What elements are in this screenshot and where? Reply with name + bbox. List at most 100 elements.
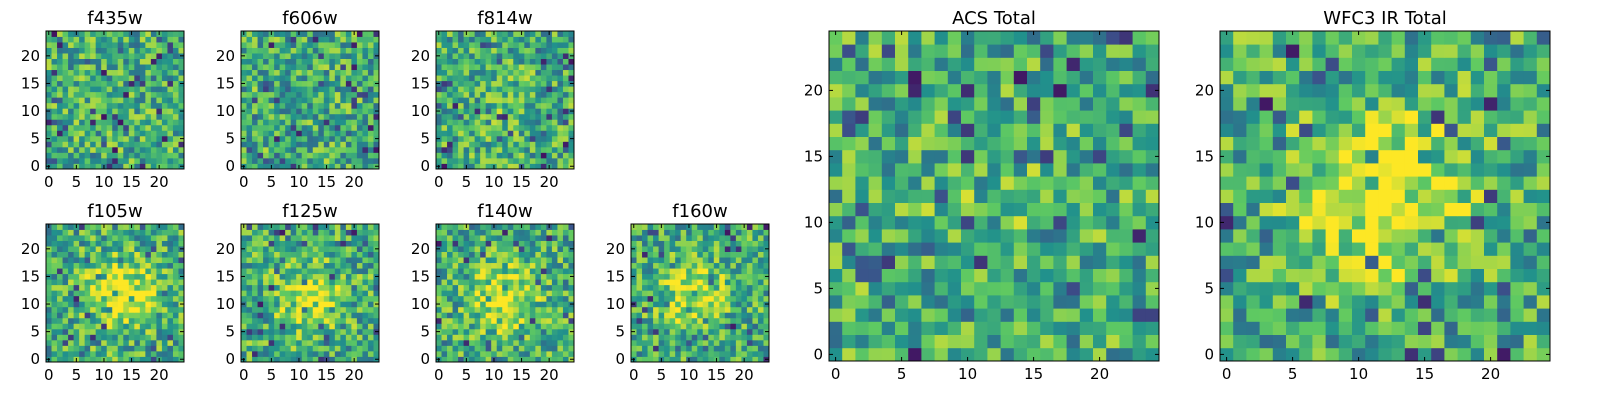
- f814w-cell: [519, 136, 525, 142]
- f435w-cell: [68, 108, 74, 114]
- f140w-cell: [552, 263, 558, 269]
- f125w-cell: [274, 274, 280, 280]
- f606w-cell: [252, 125, 258, 131]
- f105w-cell: [162, 340, 168, 346]
- f140w-cell: [524, 241, 530, 247]
- f105w-cell: [52, 274, 58, 280]
- f606w-cell: [335, 114, 341, 120]
- f140w-cell: [480, 263, 486, 269]
- f606w-cell: [318, 141, 324, 147]
- f435w-cell: [68, 147, 74, 153]
- f606w-ytick-label: 5: [225, 130, 235, 148]
- f160w-cell: [642, 290, 648, 296]
- f160w-cell: [670, 241, 676, 247]
- f105w-cell: [167, 285, 173, 291]
- f105w-cell: [79, 246, 85, 252]
- f606w-cell: [258, 81, 264, 87]
- f435w-cell: [140, 42, 146, 48]
- f125w-cell: [252, 274, 258, 280]
- f140w-cell: [436, 312, 442, 318]
- f105w-cell: [151, 246, 157, 252]
- f140w-cell: [491, 329, 497, 335]
- f140w-cell: [535, 301, 541, 307]
- f435w-cell: [101, 130, 107, 136]
- f435w-cell: [123, 86, 129, 92]
- f140w-cell: [552, 257, 558, 263]
- f814w-cell: [563, 64, 569, 70]
- f105w-cell: [151, 285, 157, 291]
- f105w-cell: [118, 257, 124, 263]
- f814w-ytick-label: 10: [411, 102, 430, 120]
- f606w-cell: [357, 37, 363, 43]
- f105w-cell: [101, 329, 107, 335]
- f140w-cell: [541, 323, 547, 329]
- f125w-cell: [324, 345, 330, 351]
- f814w-cell: [519, 103, 525, 109]
- f606w-cell: [357, 86, 363, 92]
- f814w-cell: [464, 103, 470, 109]
- f125w-cell: [357, 296, 363, 302]
- f435w-cell: [85, 97, 91, 103]
- f160w-cell: [637, 274, 643, 280]
- f160w-cell: [758, 334, 764, 340]
- f140w-cell: [436, 268, 442, 274]
- f125w-cell: [324, 296, 330, 302]
- f105w-cell: [123, 268, 129, 274]
- f435w-cell: [129, 64, 135, 70]
- f125w-cell: [335, 268, 341, 274]
- acs-total-heatmap: [829, 31, 1159, 361]
- f606w-cell: [247, 97, 253, 103]
- f435w-cell: [145, 81, 151, 87]
- f606w-cell: [324, 152, 330, 158]
- f160w-cell: [675, 329, 681, 335]
- f814w-cell: [469, 103, 475, 109]
- f160w-cell: [752, 312, 758, 318]
- f105w-cell: [112, 230, 118, 236]
- f160w-cell: [659, 296, 665, 302]
- acs-total-cell: [1080, 255, 1094, 269]
- f814w-cell: [436, 64, 442, 70]
- acs-total-cell: [1067, 321, 1081, 335]
- f125w-cell: [329, 340, 335, 346]
- f140w-cell: [436, 334, 442, 340]
- f125w-cell: [280, 312, 286, 318]
- f105w-cell: [46, 230, 52, 236]
- f160w-cell: [730, 307, 736, 313]
- f140w-cell: [502, 268, 508, 274]
- f435w-cell: [85, 70, 91, 76]
- f814w-cell: [541, 108, 547, 114]
- f606w-cell: [285, 125, 291, 131]
- f125w-cell: [313, 285, 319, 291]
- f606w-cell: [247, 119, 253, 125]
- f814w-cell: [469, 37, 475, 43]
- f814w-cell: [475, 141, 481, 147]
- acs-total-cell: [1053, 189, 1067, 203]
- f606w-cell: [313, 119, 319, 125]
- f105w-cell: [123, 241, 129, 247]
- acs-total-cell: [1014, 229, 1028, 243]
- f606w-cell: [368, 81, 374, 87]
- f435w-cell: [85, 114, 91, 120]
- f140w-cell: [436, 230, 442, 236]
- f814w-cell: [502, 81, 508, 87]
- f140w-cell: [453, 241, 459, 247]
- f606w-cell: [318, 147, 324, 153]
- acs-total-cell: [1133, 308, 1147, 322]
- f435w-cell: [112, 70, 118, 76]
- f140w-cell: [475, 351, 481, 357]
- f814w-cell: [475, 48, 481, 54]
- f814w-cell: [557, 75, 563, 81]
- f140w-cell: [486, 252, 492, 258]
- f160w-cell: [736, 224, 742, 230]
- f160w-cell: [692, 345, 698, 351]
- f105w-cell: [112, 323, 118, 329]
- f105w-cell: [57, 224, 63, 230]
- f125w-cell: [362, 246, 368, 252]
- acs-total-cell: [961, 163, 975, 177]
- f105w-cell: [101, 312, 107, 318]
- f814w-cell: [442, 70, 448, 76]
- f140w-cell: [546, 323, 552, 329]
- f814w-cell: [447, 48, 453, 54]
- f814w-cell: [508, 152, 514, 158]
- f160w-cell: [670, 329, 676, 335]
